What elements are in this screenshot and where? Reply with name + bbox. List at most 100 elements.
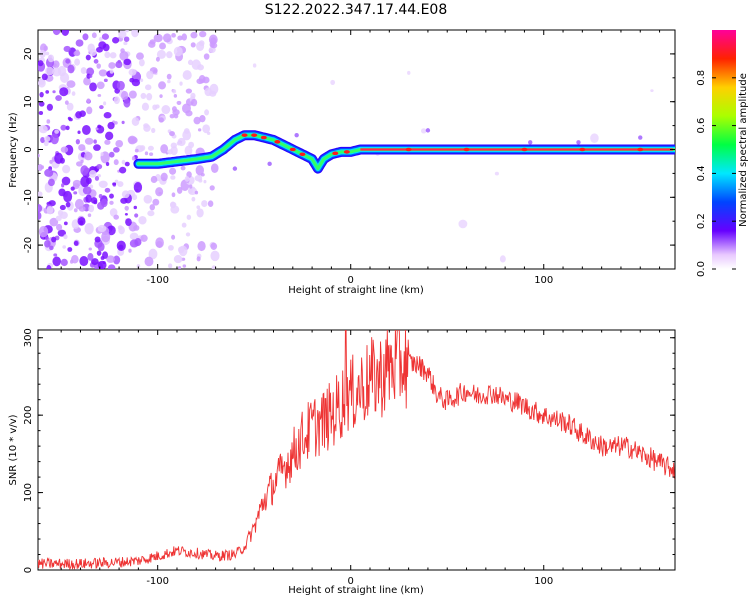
spectrogram-noise-blob bbox=[123, 98, 131, 108]
colorbar-label: Normalized spectral amplitude bbox=[738, 73, 749, 227]
spectrogram-noise-blob bbox=[138, 215, 147, 225]
spectrogram-noise-blob bbox=[101, 231, 111, 243]
spectrogram-noise-blob bbox=[118, 30, 127, 39]
spectrogram-y-tick-label: -10 bbox=[23, 189, 34, 205]
spectrogram-noise-blob bbox=[124, 213, 128, 216]
spectrogram-noise-blob bbox=[45, 236, 49, 241]
spectrogram-noise-blob bbox=[576, 140, 581, 145]
spectrogram-noise-blob bbox=[88, 204, 95, 213]
colorbar-ticks: 0.0 0.2 0.4 0.6 0.8 bbox=[696, 70, 736, 277]
spectrogram-noise-blob bbox=[134, 148, 139, 153]
spectrogram-noise-blob bbox=[60, 211, 68, 219]
spectrogram-noise-blob bbox=[97, 242, 105, 252]
spectrogram-noise-blob bbox=[124, 205, 129, 211]
spectrogram-noise-blob bbox=[97, 93, 102, 97]
spectrogram-noise-blob bbox=[73, 191, 78, 195]
spectrogram-noise-blob bbox=[109, 52, 117, 59]
spectrogram-noise-blob bbox=[46, 119, 51, 124]
spectrogram-noise-blob bbox=[143, 123, 149, 129]
spectrogram-noise-blob bbox=[63, 234, 68, 240]
spectrogram-noise-blob bbox=[108, 151, 115, 158]
spectrogram-noise-blob bbox=[89, 48, 97, 57]
spectrogram-noise-blob bbox=[158, 117, 164, 123]
snr-x-tick-label: 100 bbox=[534, 576, 553, 587]
spectrogram-y-label: Frequency (Hz) bbox=[8, 112, 19, 188]
spectrogram-noise-blob bbox=[46, 265, 52, 269]
spectrogram-noise-blob bbox=[172, 89, 177, 94]
spectrogram-noise-blob bbox=[84, 151, 93, 161]
spectrogram-noise-blob bbox=[171, 106, 177, 112]
spectrogram-noise-blob bbox=[123, 58, 132, 66]
spectrogram-noise-blob bbox=[54, 129, 59, 134]
spectrogram-noise-blob bbox=[60, 258, 68, 267]
snr-y-label: SNR (10 * v/v) bbox=[8, 414, 19, 485]
spectrogram-noise-blob bbox=[187, 187, 198, 195]
spectrogram-noise-blob bbox=[197, 240, 206, 252]
spectrogram-noise-blob bbox=[168, 244, 174, 251]
spectrogram-noise-blob bbox=[49, 217, 59, 227]
spectrogram-noise-blob bbox=[199, 30, 207, 38]
spectrogram-noise-blob bbox=[128, 248, 132, 253]
spectrogram-noise-blob bbox=[53, 253, 58, 257]
spectrogram-noise-blob bbox=[149, 204, 156, 211]
spectrogram-noise-blob bbox=[77, 130, 81, 135]
spectrogram-noise-blob bbox=[124, 161, 130, 167]
spectrogram-noise-blob bbox=[125, 30, 129, 33]
spectrogram-noise-blob bbox=[84, 137, 94, 145]
spectrogram-noise-blob bbox=[38, 204, 43, 213]
spectrogram-noise-blob bbox=[151, 127, 156, 133]
spectrogram-noise-blob bbox=[131, 137, 138, 144]
spectrogram-peak-blob bbox=[343, 150, 350, 154]
snr-y-tick-label: 100 bbox=[23, 483, 34, 502]
spectrogram-noise-blob bbox=[131, 194, 138, 201]
spectrogram-noise-blob bbox=[80, 159, 84, 164]
spectrogram-noise-blob bbox=[45, 51, 50, 56]
spectrogram-noise-blob bbox=[47, 54, 55, 63]
spectrogram-noise-blob bbox=[38, 125, 48, 134]
spectrogram-noise-blob bbox=[199, 114, 206, 123]
spectrogram-noise-blob bbox=[60, 146, 69, 153]
spectrogram-y-tick-label: 20 bbox=[23, 48, 34, 61]
spectrogram-noise-blob bbox=[70, 186, 75, 191]
spectrogram-noise-blob bbox=[105, 131, 114, 141]
spectrogram-noise-blob bbox=[98, 194, 103, 199]
spectrogram-noise-blob bbox=[146, 93, 153, 101]
spectrogram-noise-blob bbox=[131, 30, 139, 38]
snr-y-tick-label: 200 bbox=[23, 406, 34, 425]
spectrogram-noise-blob bbox=[98, 180, 108, 188]
spectrogram-noise-blob bbox=[134, 213, 139, 218]
colorbar-tick-label: 0.6 bbox=[696, 118, 707, 134]
spectrogram-noise-blob bbox=[75, 138, 80, 145]
spectrogram-noise-blob bbox=[59, 204, 66, 211]
spectrogram-noise-blob bbox=[123, 36, 130, 42]
spectrogram-noise-blob bbox=[101, 33, 109, 40]
spectrogram-noise-blob bbox=[184, 145, 193, 156]
spectrogram-noise-blob bbox=[144, 256, 154, 267]
spectrogram-noise-blob bbox=[86, 98, 91, 103]
spectrogram-peak-blob bbox=[637, 147, 644, 152]
spectrogram-noise-blob bbox=[38, 111, 44, 115]
spectrogram-noise-blob bbox=[162, 33, 172, 43]
spectrogram-noise-blob bbox=[96, 81, 105, 90]
spectrogram-noise-blob bbox=[149, 152, 154, 157]
spectrogram-noise-blob bbox=[95, 127, 99, 131]
snr-series-line bbox=[38, 330, 675, 570]
spectrogram-noise-blob bbox=[155, 187, 164, 197]
spectrogram-noise-blob bbox=[94, 176, 100, 181]
spectrogram-noise-blob bbox=[158, 191, 162, 195]
spectrogram-y-tick-label: -20 bbox=[23, 237, 34, 253]
spectrogram-noise-blob bbox=[88, 247, 92, 251]
spectrogram-noise-blob bbox=[49, 245, 54, 251]
spectrogram-noise-blob bbox=[141, 102, 150, 111]
spectrogram-noise-blob bbox=[100, 152, 104, 157]
spectrogram-noise-blob bbox=[93, 144, 101, 151]
spectrogram-noise-blob bbox=[140, 234, 148, 242]
spectrogram-noise-blob bbox=[119, 50, 129, 61]
spectrogram-peak-blob bbox=[260, 135, 267, 140]
spectrogram-noise-blob bbox=[202, 124, 211, 134]
spectrogram-peak-blob bbox=[463, 147, 470, 152]
spectrogram-noise-blob bbox=[191, 186, 195, 190]
spectrogram-peak-blob bbox=[579, 147, 586, 152]
spectrogram-noise-blob bbox=[133, 182, 143, 193]
spectrogram-noise-blob bbox=[159, 42, 167, 50]
